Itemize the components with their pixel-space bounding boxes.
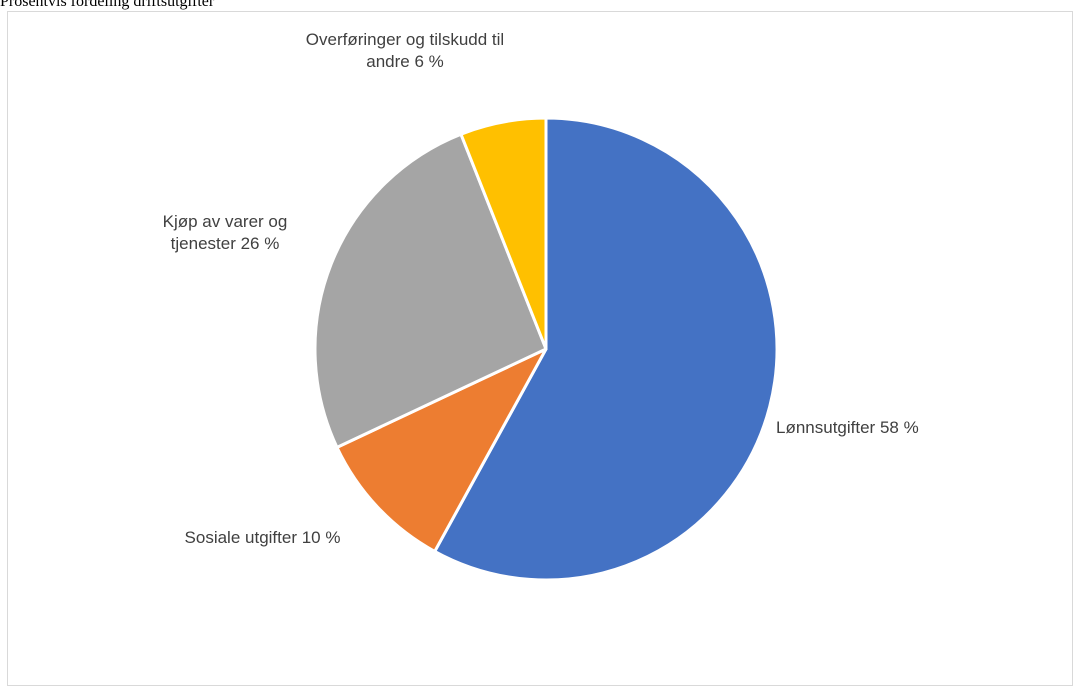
slice-label-kjop-av-varer: Kjøp av varer og tjenester 26 % <box>162 212 288 253</box>
pie-slice-1 <box>335 347 548 553</box>
slice-label-lonnsutgifter: Lønnsutgifter 58 % <box>776 418 919 437</box>
slice-label-overforinger: Overføringer og tilskudd til andre 6 % <box>305 30 505 71</box>
pie-slice-2 <box>313 132 548 449</box>
slice-label-sosiale-utgifter: Sosiale utgifter 10 % <box>184 528 341 547</box>
pie-slice-0 <box>433 116 779 582</box>
page-title: Prosentvis fordeling driftsutgifter <box>0 0 215 10</box>
pie-slice-3 <box>459 116 548 351</box>
